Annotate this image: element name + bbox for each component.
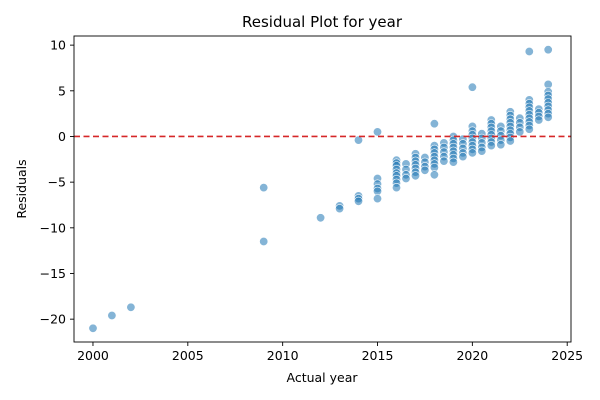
data-point	[372, 127, 382, 137]
data-point	[126, 302, 136, 312]
x-tick-label: 2005	[172, 348, 204, 363]
data-point	[486, 141, 496, 151]
x-tick-label: 2015	[362, 348, 394, 363]
y-tick-label: −10	[40, 220, 66, 235]
data-point	[515, 127, 525, 137]
data-point	[467, 148, 477, 158]
data-point	[107, 310, 117, 320]
x-tick-label: 2025	[551, 348, 583, 363]
x-tick-label: 2010	[267, 348, 299, 363]
x-axis-title: Actual year	[286, 370, 358, 385]
data-point	[410, 171, 420, 181]
data-point	[316, 213, 326, 223]
data-point	[524, 46, 534, 56]
data-point	[420, 165, 430, 175]
data-point	[439, 156, 449, 166]
x-tick-label: 2020	[456, 348, 488, 363]
y-tick-label: 0	[58, 129, 66, 144]
x-tick-label: 2000	[77, 348, 109, 363]
data-point	[391, 183, 401, 193]
data-point	[372, 194, 382, 204]
data-point	[505, 136, 515, 146]
data-point	[353, 196, 363, 206]
y-axis-title: Residuals	[14, 159, 29, 218]
data-point	[477, 146, 487, 156]
data-point	[543, 112, 553, 122]
plot-area: 2000 2005 2010 2015 2020 2025 −20 −15 −10 −5 0 5 10	[40, 35, 583, 363]
data-point	[429, 119, 439, 129]
data-point	[448, 157, 458, 167]
data-point	[259, 237, 269, 247]
data-point	[496, 140, 506, 150]
data-point	[353, 135, 363, 145]
data-point	[467, 82, 477, 92]
data-point	[401, 174, 411, 184]
axes-frame	[73, 35, 572, 343]
data-point	[88, 323, 98, 333]
data-point	[458, 152, 468, 162]
y-tick-label: 5	[58, 83, 66, 98]
y-tick-label: −20	[40, 312, 66, 327]
data-point	[259, 183, 269, 193]
chart-title: Residual Plot for year	[242, 13, 403, 31]
y-tick-label: −5	[48, 175, 66, 190]
data-point	[543, 45, 553, 55]
y-tick-label: −15	[40, 266, 66, 281]
data-point	[524, 124, 534, 134]
data-point	[534, 115, 544, 125]
data-point	[335, 204, 345, 214]
data-point	[429, 170, 439, 180]
y-tick-label: 10	[50, 38, 66, 53]
